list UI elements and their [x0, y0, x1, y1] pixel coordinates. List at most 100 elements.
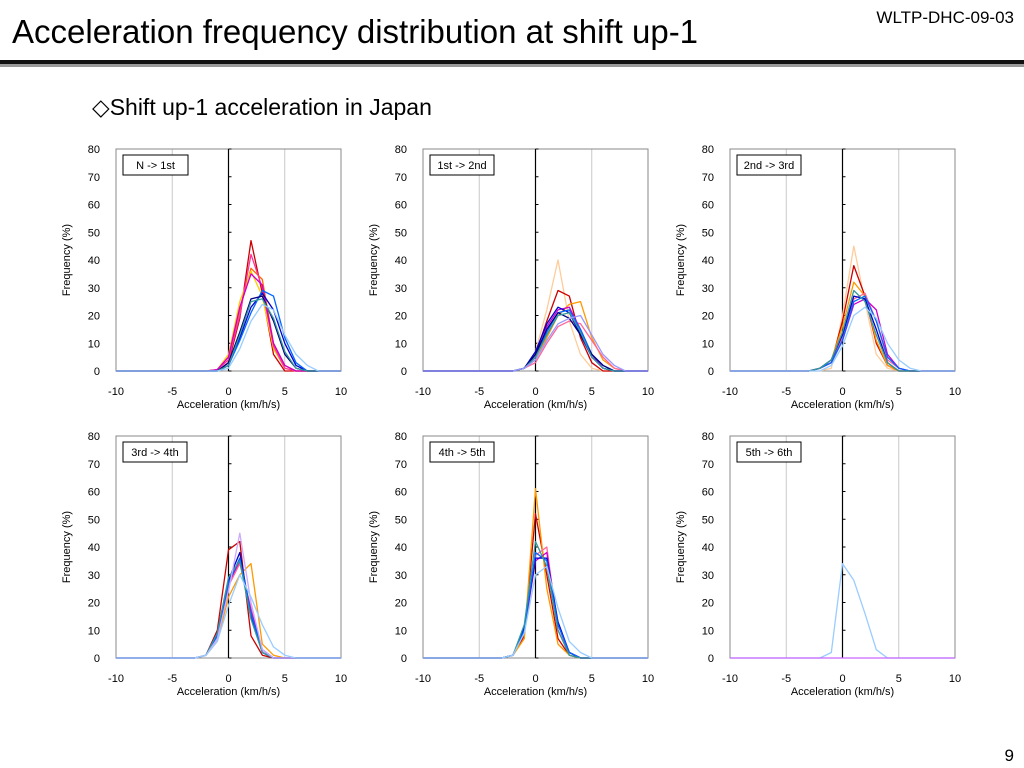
chart-panel-5: 0 10 20 30 40 50 60 70 80 -10 -5 0 5 10 Acceleration (… [368, 431, 654, 698]
y-tick-label: 40 [702, 255, 714, 267]
y-tick-label: 60 [88, 200, 100, 212]
series-line-9 [730, 306, 955, 372]
y-tick-label: 30 [88, 570, 100, 582]
x-tick-label: -5 [167, 673, 177, 685]
x-tick-label: -5 [781, 673, 791, 685]
y-tick-label: 50 [702, 227, 714, 239]
y-tick-label: 20 [702, 598, 714, 610]
y-tick-label: 20 [88, 311, 100, 323]
y-tick-label: 0 [401, 653, 407, 665]
y-tick-label: 80 [395, 431, 407, 443]
x-tick-label: 5 [589, 673, 595, 685]
x-tick-label: 10 [642, 673, 654, 685]
panel-label-box [736, 441, 802, 463]
x-tick-label: 5 [282, 673, 288, 685]
x-tick-label: -5 [781, 386, 791, 398]
y-tick-label: 0 [708, 653, 714, 665]
series-line-10 [423, 314, 648, 372]
panel-label: 1st -> 2nd [437, 160, 486, 172]
y-axis-title: Frequency (%) [675, 224, 687, 296]
y-tick-label: 80 [88, 431, 100, 443]
y-axis-title: Frequency (%) [675, 511, 687, 583]
y-axis-title: Frequency (%) [368, 224, 380, 296]
y-tick-label: 0 [708, 366, 714, 378]
y-tick-label: 10 [395, 625, 407, 637]
series-line-9 [116, 574, 341, 659]
y-tick-label: 60 [395, 200, 407, 212]
y-tick-label: 30 [702, 283, 714, 295]
y-tick-label: 60 [395, 487, 407, 499]
x-tick-label: 10 [642, 386, 654, 398]
y-tick-label: 10 [702, 338, 714, 350]
y-tick-label: 10 [88, 338, 100, 350]
y-tick-label: 60 [702, 200, 714, 212]
x-tick-label: 5 [896, 673, 902, 685]
page-number: 9 [1004, 746, 1014, 765]
y-tick-label: 50 [702, 514, 714, 526]
document-code: WLTP-DHC-09-03 [876, 8, 1014, 27]
y-tick-label: 0 [401, 366, 407, 378]
x-tick-label: 5 [589, 386, 595, 398]
x-tick-label: 0 [839, 386, 845, 398]
panel-label: 3rd -> 4th [131, 447, 178, 459]
y-tick-label: 10 [395, 338, 407, 350]
panel-label: N -> 1st [136, 160, 175, 172]
x-tick-label: 10 [335, 386, 347, 398]
x-tick-label: 10 [949, 386, 961, 398]
y-tick-label: 80 [88, 144, 100, 156]
y-tick-label: 50 [395, 514, 407, 526]
panel-label-box [736, 154, 802, 176]
x-axis-title: Acceleration (km/h/s) [484, 686, 587, 698]
section-subtitle: ◇Shift up-1 acceleration in Japan [92, 94, 432, 120]
y-tick-label: 20 [88, 598, 100, 610]
chart-panel-3: 0 10 20 30 40 50 60 70 80 -10 -5 0 5 10 Acceleration (… [675, 144, 961, 411]
y-tick-label: 20 [702, 311, 714, 323]
chart-panel-1: 0 10 20 30 40 50 60 70 80 -10 -5 0 5 10 Acceleration (… [61, 144, 347, 411]
x-tick-label: -10 [722, 386, 738, 398]
y-axis-title: Frequency (%) [61, 224, 73, 296]
x-axis-title: Acceleration (km/h/s) [484, 399, 587, 411]
title-divider-shadow [0, 64, 1024, 67]
series-line-10 [116, 303, 341, 372]
y-tick-label: 50 [88, 514, 100, 526]
panel-label: 5th -> 6th [746, 447, 793, 459]
x-tick-label: -10 [108, 386, 124, 398]
slide-title: Acceleration frequency distribution at s… [12, 13, 699, 50]
y-tick-label: 40 [88, 542, 100, 554]
y-tick-label: 60 [88, 487, 100, 499]
y-tick-label: 70 [88, 172, 100, 184]
x-tick-label: 5 [282, 386, 288, 398]
y-axis-title: Frequency (%) [61, 511, 73, 583]
y-axis-title: Frequency (%) [368, 511, 380, 583]
y-tick-label: 40 [395, 542, 407, 554]
panel-label-box [122, 154, 189, 176]
panel-label: 2nd -> 3rd [744, 160, 794, 172]
y-tick-label: 30 [702, 570, 714, 582]
chart-panel-4: 0 10 20 30 40 50 60 70 80 -10 -5 0 5 10 Acceleration (… [61, 431, 347, 698]
x-tick-label: -10 [415, 386, 431, 398]
x-tick-label: 0 [839, 673, 845, 685]
x-tick-label: -10 [722, 673, 738, 685]
x-axis-title: Acceleration (km/h/s) [177, 399, 280, 411]
x-tick-label: 10 [949, 673, 961, 685]
y-tick-label: 50 [88, 227, 100, 239]
x-axis-title: Acceleration (km/h/s) [791, 399, 894, 411]
panel-label-box [122, 441, 188, 463]
panel-label-box [429, 154, 495, 176]
y-tick-label: 30 [88, 283, 100, 295]
y-tick-label: 10 [88, 625, 100, 637]
x-tick-label: -10 [108, 673, 124, 685]
x-tick-label: 5 [896, 386, 902, 398]
y-tick-label: 10 [702, 625, 714, 637]
y-tick-label: 80 [395, 144, 407, 156]
x-tick-label: -5 [474, 386, 484, 398]
y-tick-label: 0 [94, 653, 100, 665]
x-tick-label: -10 [415, 673, 431, 685]
title-divider [0, 60, 1024, 64]
panel-label: 4th -> 5th [439, 447, 486, 459]
x-tick-label: -5 [474, 673, 484, 685]
y-tick-label: 40 [395, 255, 407, 267]
x-tick-label: 0 [532, 673, 538, 685]
y-tick-label: 60 [702, 487, 714, 499]
